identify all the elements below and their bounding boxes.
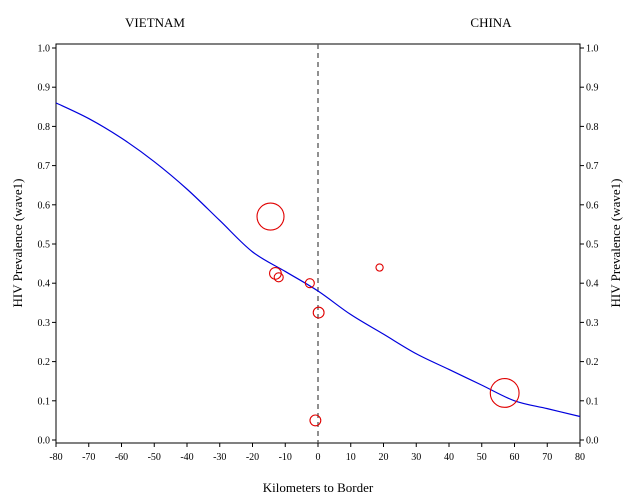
- y-tick-label-left: 0.4: [38, 279, 51, 290]
- y-tick-label-right: 0.4: [586, 279, 599, 290]
- x-tick-label: -30: [213, 452, 226, 463]
- y-tick-label-right: 0.7: [586, 161, 599, 172]
- x-tick-label: -50: [148, 452, 161, 463]
- y-tick-label-right: 0.0: [586, 436, 599, 447]
- y-tick-label-right: 0.6: [586, 200, 599, 211]
- y-tick-label-right: 1.0: [586, 44, 599, 55]
- data-point: [489, 378, 520, 408]
- y-axis-left: 0.0 0.1 0.2 0.3 0.4 0.5 0.6 0.7 0.8 0.9 1.0: [38, 44, 56, 447]
- x-tick-label: 40: [444, 452, 454, 463]
- y-tick-label-left: 0.1: [38, 396, 51, 407]
- y-axis-right: 0.0 0.1 0.2 0.3 0.4 0.5 0.6 0.7 0.8 0.9 1.0: [580, 44, 599, 447]
- x-tick-label: 60: [510, 452, 520, 463]
- data-point: [256, 202, 285, 231]
- y-tick-label-right: 0.3: [586, 318, 599, 329]
- x-tick-label: 0: [316, 452, 321, 463]
- fitted-curve: [55, 102, 581, 418]
- y-tick-label-left: 0.7: [38, 161, 51, 172]
- x-tick-label: -20: [246, 452, 259, 463]
- x-tick-label: 30: [411, 452, 421, 463]
- y-tick-label-left: 1.0: [38, 44, 51, 55]
- x-tick-label: -40: [180, 452, 193, 463]
- region-label-china: CHINA: [470, 15, 512, 30]
- x-tick-label: 80: [575, 452, 585, 463]
- x-tick-label: 10: [346, 452, 356, 463]
- y-axis-title-right: HIV Prevalence (wave1): [608, 179, 623, 308]
- y-tick-label-left: 0.9: [38, 83, 51, 94]
- y-tick-label-left: 0.6: [38, 200, 51, 211]
- data-point: [309, 414, 322, 427]
- data-point: [304, 278, 315, 289]
- data-point: [375, 263, 384, 272]
- x-tick-label: -70: [82, 452, 95, 463]
- y-tick-label-right: 0.8: [586, 122, 599, 133]
- x-axis: -80 -70 -60 -50 -40 -30 -20 -10 0 10 20 30 40 50 60 70 8…: [49, 443, 585, 463]
- y-axis-title-left: HIV Prevalence (wave1): [10, 179, 25, 308]
- y-tick-label-left: 0.8: [38, 122, 51, 133]
- y-tick-label-right: 0.5: [586, 240, 599, 251]
- x-tick-label: 70: [542, 452, 552, 463]
- y-tick-label-right: 0.9: [586, 83, 599, 94]
- x-axis-title: Kilometers to Border: [263, 480, 374, 495]
- y-tick-label-left: 0.2: [38, 357, 51, 368]
- data-point: [312, 306, 325, 319]
- x-tick-label: -60: [115, 452, 128, 463]
- x-tick-label: -80: [49, 452, 62, 463]
- data-points: [256, 202, 520, 427]
- x-tick-label: 50: [477, 452, 487, 463]
- y-tick-label-left: 0.5: [38, 240, 51, 251]
- data-point: [273, 272, 284, 283]
- x-tick-label: 20: [379, 452, 389, 463]
- region-label-vietnam: VIETNAM: [125, 15, 185, 30]
- y-tick-label-right: 0.2: [586, 357, 599, 368]
- x-tick-label: -10: [279, 452, 292, 463]
- y-tick-label-right: 0.1: [586, 396, 599, 407]
- y-tick-label-left: 0.0: [38, 436, 51, 447]
- y-tick-label-left: 0.3: [38, 318, 51, 329]
